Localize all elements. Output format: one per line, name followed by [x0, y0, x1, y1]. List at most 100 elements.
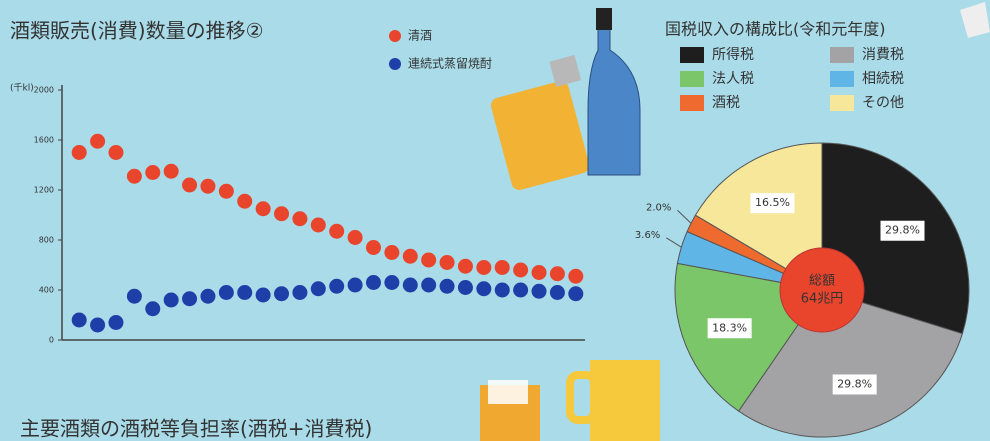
dot: [549, 266, 565, 282]
legend-swatch: [830, 71, 854, 87]
legend-label: 清酒: [408, 29, 432, 43]
center-label: 64兆円: [801, 292, 844, 307]
legend-label: 連続式蒸留焼酎: [408, 56, 492, 71]
dot: [494, 260, 510, 275]
pie-title: 国税収入の構成比(令和元年度): [665, 20, 886, 39]
dot: [421, 252, 437, 268]
dot: [476, 281, 492, 297]
leader: [666, 237, 682, 248]
label-box: [707, 318, 752, 339]
dot: [439, 278, 455, 294]
dot: [71, 145, 87, 160]
y-tick-label: 1200: [34, 186, 54, 195]
dot: [163, 292, 179, 308]
dot: [108, 315, 124, 330]
dot: [200, 288, 216, 304]
y-tick-label: 400: [39, 286, 54, 295]
dot: [90, 317, 106, 333]
dot: [421, 277, 437, 293]
y-tick-label: 2000: [34, 86, 54, 95]
label-box: [880, 220, 925, 241]
data-label: 29.8%: [837, 377, 872, 390]
leader: [677, 209, 692, 224]
legend-swatch: [830, 47, 854, 63]
legend-label: 相続税: [862, 70, 904, 87]
footer-title: 主要酒類の酒税等負担率(酒税+消費税): [20, 417, 372, 441]
dot: [218, 183, 234, 199]
dot: [182, 291, 198, 307]
dot: [274, 286, 290, 302]
dot: [292, 211, 308, 227]
dot: [568, 286, 584, 302]
dot: [402, 248, 418, 264]
dot: [457, 258, 473, 274]
data-label: 16.5%: [755, 196, 790, 209]
dot: [365, 275, 381, 290]
dot: [402, 277, 418, 293]
dot: [108, 145, 124, 160]
pie-slice: [737, 289, 963, 438]
dot: [126, 168, 142, 184]
data-label: 2.0%: [646, 202, 671, 213]
dot: [126, 288, 142, 304]
dot: [513, 262, 529, 278]
dot: [163, 163, 179, 179]
data-label: 3.6%: [635, 230, 660, 241]
chart-title: 酒類販売(消費)数量の推移②: [10, 19, 264, 43]
dot: [310, 281, 326, 297]
dot: [182, 177, 198, 193]
dot: [329, 278, 345, 294]
data-label: 29.8%: [885, 224, 920, 237]
legend-label: 所得税: [712, 46, 754, 63]
legend-label: その他: [862, 95, 904, 111]
dot: [347, 230, 363, 245]
dot: [237, 285, 253, 300]
dot: [329, 223, 345, 239]
dot: [347, 277, 363, 293]
dot: [531, 265, 547, 280]
dot: [476, 260, 492, 275]
dot: [71, 312, 87, 328]
y-tick-label: 1600: [34, 136, 54, 145]
dot: [218, 285, 234, 300]
data-label: 18.3%: [712, 321, 747, 334]
y-tick-label: 0: [49, 336, 54, 345]
legend-swatch: [830, 95, 854, 111]
center-disc: [779, 247, 865, 333]
dot: [200, 178, 216, 194]
dot: [145, 165, 161, 180]
dot: [255, 201, 271, 217]
legend-label: 消費税: [862, 47, 904, 63]
dot: [384, 275, 400, 290]
legend-swatch: [680, 47, 704, 63]
dot: [237, 193, 253, 209]
legend-swatch: [680, 71, 704, 87]
dot: [145, 301, 161, 317]
dot: [365, 240, 381, 255]
dot: [310, 217, 326, 233]
dot: [384, 245, 400, 260]
dot: [568, 268, 584, 284]
dot: [531, 283, 547, 299]
dot: [274, 206, 290, 222]
legend-label: 法人税: [712, 71, 754, 87]
dot: [439, 255, 455, 270]
dot: [255, 287, 271, 303]
dot: [90, 133, 106, 149]
label-box: [750, 193, 795, 214]
dot: [549, 285, 565, 300]
y-tick-label: 800: [39, 236, 54, 245]
dot: [494, 282, 510, 298]
legend-marker: [389, 58, 401, 70]
label-box: [832, 374, 877, 395]
pie-slice: [694, 142, 823, 291]
dot: [457, 280, 473, 295]
legend-label: 酒税: [712, 95, 740, 111]
center-label: 総額: [809, 274, 835, 289]
dot: [292, 285, 308, 300]
legend-marker: [389, 30, 401, 42]
legend-swatch: [680, 95, 704, 111]
decoration: [480, 2, 990, 441]
dot: [513, 282, 529, 298]
